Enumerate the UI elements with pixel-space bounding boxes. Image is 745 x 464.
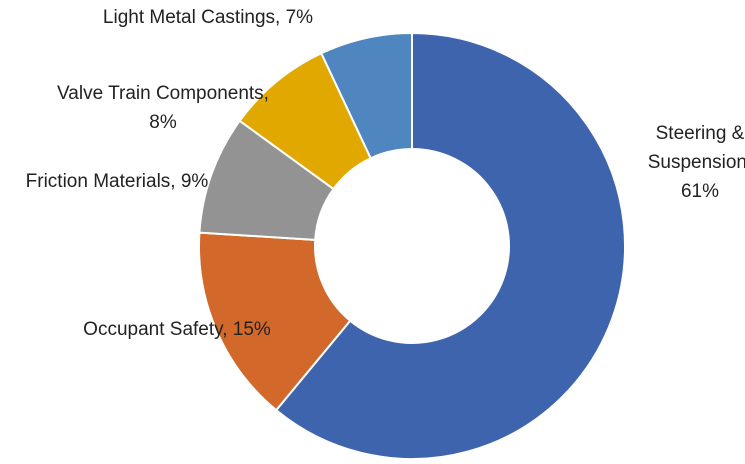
data-label-line: Friction Materials, 9% <box>26 171 209 192</box>
data-label-line: Valve Train Components, <box>57 83 269 104</box>
data-label: Occupant Safety, 15% <box>83 319 271 340</box>
data-label: Valve Train Components, 8% <box>57 83 269 133</box>
data-label-line: 61% <box>681 181 719 202</box>
data-label: Friction Materials, 9% <box>26 171 209 192</box>
donut-slice <box>274 31 626 460</box>
data-label-line: 8% <box>149 112 177 133</box>
data-label: Steering & Suspension, 61% <box>648 123 745 202</box>
donut-slice <box>198 231 352 412</box>
donut-slice <box>319 31 413 160</box>
data-label: Light Metal Castings, 7% <box>103 7 313 28</box>
data-label-line: Suspension, <box>648 152 745 173</box>
data-label-line: Light Metal Castings, 7% <box>103 7 313 28</box>
data-label-line: Occupant Safety, 15% <box>83 319 271 340</box>
data-label-line: Steering & <box>656 123 745 144</box>
